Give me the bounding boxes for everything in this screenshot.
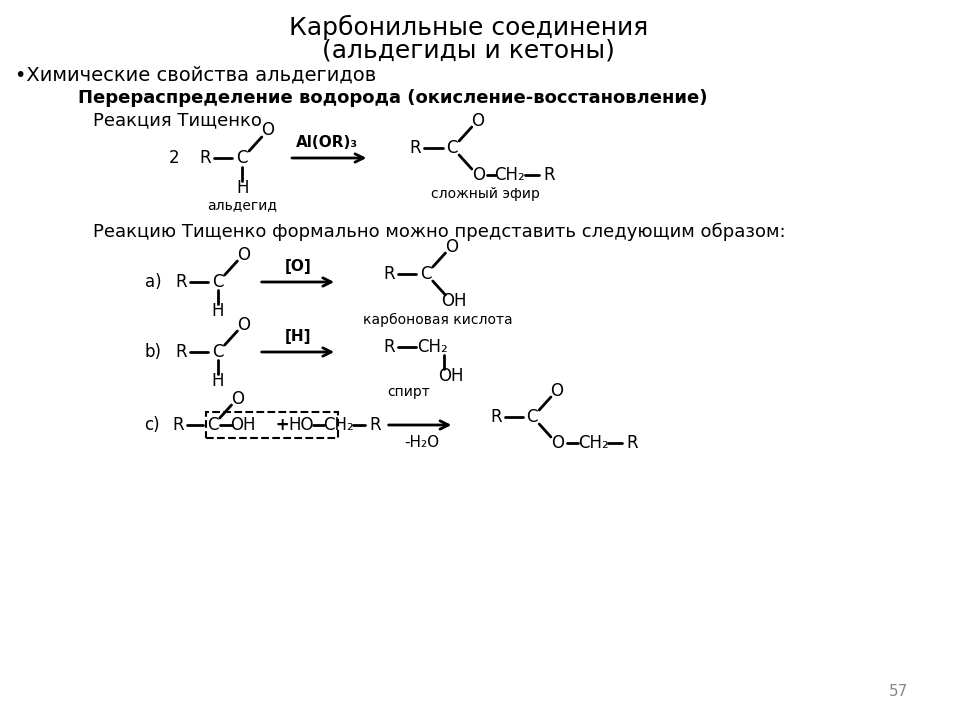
Text: C: C xyxy=(207,416,219,434)
Text: Перераспределение водорода (окисление-восстановление): Перераспределение водорода (окисление-во… xyxy=(78,89,708,107)
Text: O: O xyxy=(444,238,458,256)
Text: [O]: [O] xyxy=(284,258,311,274)
Text: Реакция Тищенко: Реакция Тищенко xyxy=(93,111,262,129)
Text: +: + xyxy=(270,416,295,434)
Text: R: R xyxy=(200,149,211,167)
Text: 57: 57 xyxy=(889,685,908,700)
Text: a): a) xyxy=(145,273,161,291)
Text: R: R xyxy=(543,166,555,184)
Text: C: C xyxy=(212,343,224,361)
Text: H: H xyxy=(236,179,249,197)
Text: C: C xyxy=(446,139,458,157)
Text: CH₂: CH₂ xyxy=(324,416,354,434)
Text: C: C xyxy=(236,149,248,167)
Text: спирт: спирт xyxy=(387,385,430,399)
Text: OH: OH xyxy=(439,367,464,385)
Text: H: H xyxy=(211,302,224,320)
Text: O: O xyxy=(551,434,564,452)
Text: Карбонильные соединения: Карбонильные соединения xyxy=(289,14,649,40)
Text: •Химические свойства альдегидов: •Химические свойства альдегидов xyxy=(14,66,376,84)
Text: H: H xyxy=(211,372,224,390)
Text: Al(OR)₃: Al(OR)₃ xyxy=(297,135,358,150)
Text: CH₂: CH₂ xyxy=(579,434,610,452)
Text: Реакцию Тищенко формально можно представить следующим образом:: Реакцию Тищенко формально можно представ… xyxy=(93,223,785,241)
Text: C: C xyxy=(527,408,539,426)
Text: -H₂O: -H₂O xyxy=(404,434,440,449)
Text: C: C xyxy=(420,265,432,283)
Text: c): c) xyxy=(145,416,160,434)
Text: [H]: [H] xyxy=(285,328,311,343)
Text: OH: OH xyxy=(230,416,256,434)
Text: R: R xyxy=(383,338,395,356)
Text: O: O xyxy=(237,316,250,334)
Text: CH₂: CH₂ xyxy=(418,338,448,356)
Text: (альдегиды и кетоны): (альдегиды и кетоны) xyxy=(323,38,615,62)
Text: O: O xyxy=(261,121,275,139)
Text: O: O xyxy=(472,166,485,184)
Text: R: R xyxy=(409,139,421,157)
Text: C: C xyxy=(212,273,224,291)
Text: сложный эфир: сложный эфир xyxy=(431,187,540,201)
Text: O: O xyxy=(550,382,564,400)
Text: карбоновая кислота: карбоновая кислота xyxy=(363,313,513,327)
Text: HO: HO xyxy=(288,416,314,434)
Text: O: O xyxy=(237,246,250,264)
Text: R: R xyxy=(175,343,186,361)
Text: b): b) xyxy=(145,343,161,361)
Text: CH₂: CH₂ xyxy=(494,166,525,184)
Text: R: R xyxy=(172,416,183,434)
Text: альдегид: альдегид xyxy=(207,198,277,212)
Text: R: R xyxy=(626,434,637,452)
Text: OH: OH xyxy=(442,292,467,310)
Text: R: R xyxy=(175,273,186,291)
Bar xyxy=(206,412,338,438)
Text: R: R xyxy=(370,416,381,434)
Text: R: R xyxy=(491,408,502,426)
Text: R: R xyxy=(383,265,395,283)
Text: O: O xyxy=(230,390,244,408)
Text: O: O xyxy=(471,112,484,130)
Text: 2: 2 xyxy=(169,149,180,167)
